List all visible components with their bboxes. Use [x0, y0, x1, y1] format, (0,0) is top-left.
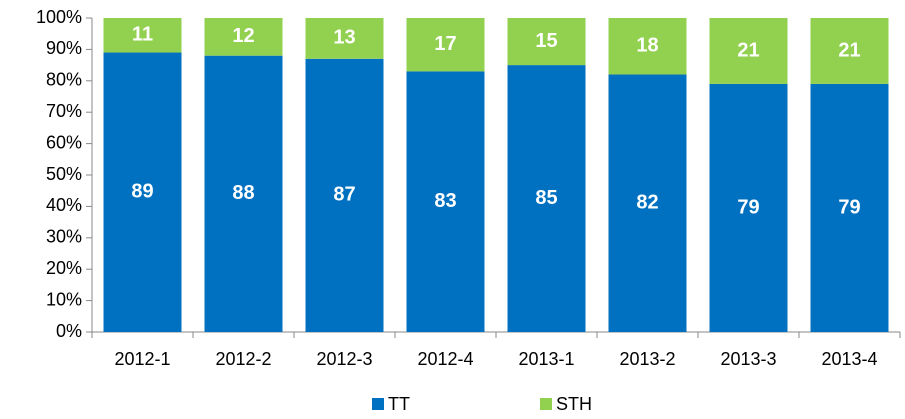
- y-tick-label: 10%: [46, 289, 82, 309]
- value-label: 88: [232, 182, 254, 204]
- y-tick-label: 0%: [56, 321, 82, 341]
- x-tick-label: 2012-3: [316, 349, 372, 369]
- value-label: 82: [636, 192, 658, 214]
- value-label: 15: [535, 30, 557, 52]
- bar-segment: [608, 18, 687, 75]
- bar-segment: [709, 18, 788, 84]
- legend-swatch: [540, 398, 552, 410]
- value-label: 79: [838, 196, 860, 218]
- value-label: 18: [636, 35, 658, 57]
- x-tick-label: 2012-2: [215, 349, 271, 369]
- bar-segment: [507, 65, 586, 332]
- bar-segment: [305, 18, 384, 59]
- value-label: 21: [737, 39, 759, 61]
- legend-label: STH: [556, 394, 592, 414]
- legend-label: TT: [388, 394, 410, 414]
- bar-segment: [204, 18, 283, 56]
- bar-segment: [507, 18, 586, 66]
- x-tick-label: 2013-3: [720, 349, 776, 369]
- bar-segment: [305, 58, 384, 332]
- value-label: 85: [535, 187, 557, 209]
- x-tick-label: 2013-2: [619, 349, 675, 369]
- bar-segment: [103, 18, 182, 53]
- value-label: 21: [838, 39, 860, 61]
- bar-segment: [103, 52, 182, 332]
- value-label: 11: [132, 24, 153, 46]
- value-label: 79: [737, 196, 759, 218]
- x-tick-label: 2012-1: [114, 349, 170, 369]
- y-tick-label: 80%: [46, 70, 82, 90]
- value-label: 83: [434, 190, 456, 212]
- y-tick-label: 70%: [46, 101, 82, 121]
- bar-segment: [204, 55, 283, 333]
- y-tick-label: 60%: [46, 132, 82, 152]
- value-label: 87: [333, 184, 355, 206]
- x-tick-label: 2012-4: [417, 349, 473, 369]
- y-tick-label: 40%: [46, 195, 82, 215]
- value-label: 17: [434, 33, 456, 55]
- bar-segment: [810, 18, 889, 84]
- y-tick-label: 100%: [36, 7, 82, 27]
- x-tick-label: 2013-1: [518, 349, 574, 369]
- bar-segment: [709, 83, 788, 332]
- value-label: 13: [333, 27, 355, 49]
- y-tick-label: 90%: [46, 38, 82, 58]
- bar-segment: [406, 18, 485, 72]
- bar-segment: [406, 71, 485, 332]
- y-tick-label: 20%: [46, 258, 82, 278]
- value-label: 12: [232, 25, 254, 47]
- legend-swatch: [372, 398, 384, 410]
- bar-segment: [608, 74, 687, 333]
- bar-segment: [810, 83, 889, 332]
- y-tick-label: 30%: [46, 227, 82, 247]
- x-tick-label: 2013-4: [821, 349, 877, 369]
- y-tick-label: 50%: [46, 164, 82, 184]
- value-label: 89: [131, 181, 153, 203]
